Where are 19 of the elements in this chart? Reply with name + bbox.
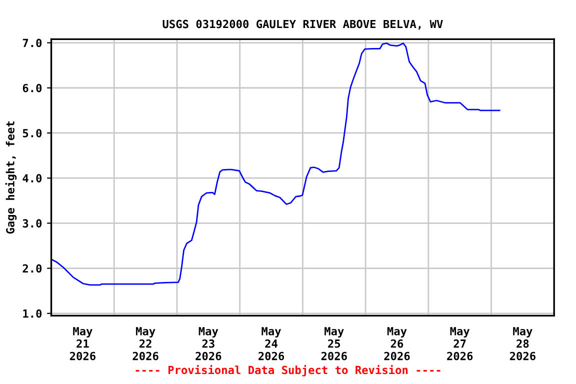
y-tick-label: 6.0 [22,84,42,92]
y-tick-label: 5.0 [22,128,42,138]
x-tick-label: May 26 2026 [384,327,410,360]
chart-title: USGS 03192000 GAULEY RIVER ABOVE BELVA, WV [162,20,443,30]
text: ---- Provisional Data Subject to Revision ---- [136,364,440,376]
y-tick-label: 7.0 [22,38,42,48]
x-tick-label: May 25 2026 [321,327,347,360]
y-tick-label: 2.0 [22,264,42,273]
y-tick-label: 4.0 [22,174,42,182]
y-axis-title: Gage height, feet [5,121,17,234]
x-tick-label: May 28 2026 [510,327,536,360]
x-tick-label: May 23 2026 [196,327,222,360]
y-tick-label: 1.0 [23,309,42,318]
x-tick-label: May 27 2026 [447,327,473,360]
x-tick-label: May 21 2026 [70,327,96,360]
y-tick-label: 3.0 [22,219,42,228]
x-tick-label: May 22 2026 [132,327,158,360]
x-tick-label: May 24 2026 [258,327,284,360]
line-series [51,42,500,286]
